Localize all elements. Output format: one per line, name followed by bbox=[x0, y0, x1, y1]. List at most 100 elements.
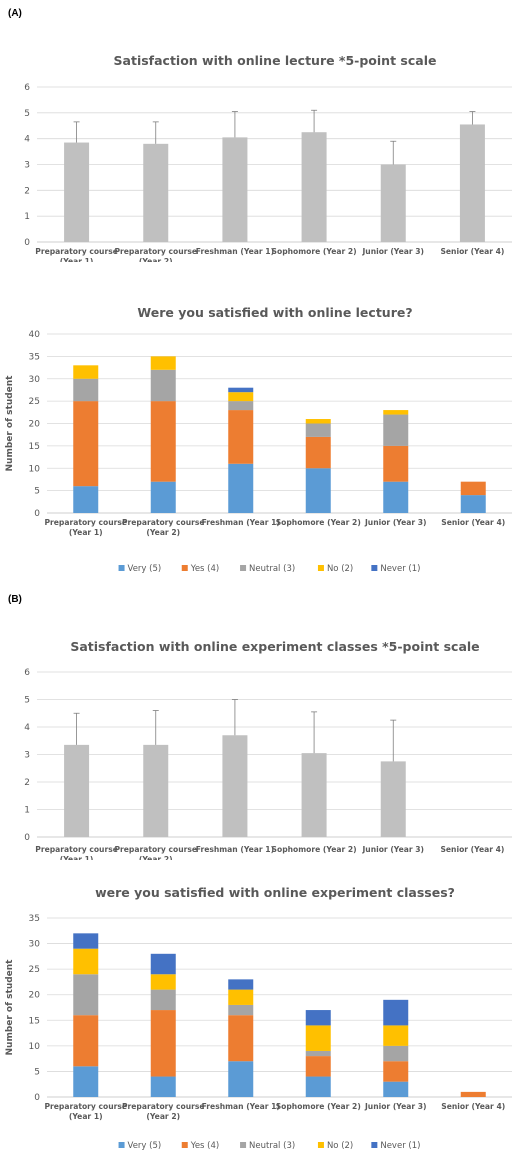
bar bbox=[380, 761, 406, 837]
bar-segment bbox=[305, 1056, 331, 1077]
x-tick-label: (Year 1) bbox=[69, 528, 103, 537]
x-tick-label: Senior (Year 4) bbox=[440, 845, 504, 854]
y-tick-label: 0 bbox=[24, 238, 30, 248]
bar-segment bbox=[383, 1081, 409, 1097]
y-tick-label: 25 bbox=[29, 965, 40, 975]
chart-lecture-mean: Satisfaction with online lecture *5-poin… bbox=[24, 53, 512, 262]
bar-segment bbox=[150, 1010, 176, 1077]
x-tick-label: (Year 2) bbox=[139, 855, 173, 860]
bar-segment bbox=[383, 414, 409, 446]
legend-label: Neutral (3) bbox=[249, 1141, 295, 1151]
y-tick-label: 6 bbox=[24, 83, 30, 93]
bar-segment bbox=[228, 410, 254, 464]
x-tick-label: Freshman (Year 1) bbox=[202, 518, 280, 527]
legend-swatch bbox=[181, 1142, 188, 1148]
bar-segment bbox=[228, 1061, 254, 1097]
bar bbox=[143, 143, 169, 242]
bar-segment bbox=[383, 1025, 409, 1046]
legend-label: Never (1) bbox=[380, 1141, 420, 1151]
x-tick-label: (Year 2) bbox=[146, 1112, 180, 1121]
bar-segment bbox=[228, 1004, 254, 1016]
bar bbox=[459, 124, 485, 242]
chart-experiment-mean: Satisfaction with online experiment clas… bbox=[24, 639, 512, 860]
bar-segment bbox=[305, 436, 331, 469]
bar-segment bbox=[460, 495, 486, 513]
y-tick-label: 6 bbox=[24, 668, 30, 678]
bar bbox=[380, 164, 406, 242]
y-tick-label: 3 bbox=[24, 751, 30, 761]
x-tick-label: (Year 2) bbox=[146, 528, 180, 537]
chart-title: Satisfaction with online experiment clas… bbox=[70, 639, 479, 654]
legend-swatch bbox=[181, 565, 188, 571]
y-tick-label: 4 bbox=[24, 723, 30, 733]
legend-swatch bbox=[371, 565, 378, 571]
panel-label-a: (A) bbox=[8, 8, 22, 19]
legend-label: Yes (4) bbox=[190, 1141, 219, 1151]
y-tick-label: 30 bbox=[29, 940, 41, 950]
x-tick-label: Preparatory course bbox=[35, 247, 118, 256]
bar bbox=[64, 744, 90, 837]
bar-segment bbox=[73, 365, 99, 379]
x-tick-label: Preparatory course bbox=[44, 1102, 127, 1111]
legend-swatch bbox=[317, 1142, 324, 1148]
x-tick-label: (Year 2) bbox=[139, 257, 173, 262]
legend-label: Yes (4) bbox=[190, 564, 219, 574]
bar-segment bbox=[305, 419, 331, 424]
bar-segment bbox=[305, 1025, 331, 1051]
x-tick-label: Senior (Year 4) bbox=[441, 1102, 505, 1111]
chart-title: Satisfaction with online lecture *5-poin… bbox=[114, 53, 437, 68]
chart-experiment-stacked: were you satisfied with online experimen… bbox=[5, 885, 512, 1151]
y-tick-label: 1 bbox=[24, 806, 30, 816]
legend-swatch bbox=[118, 565, 125, 571]
bar-segment bbox=[73, 1015, 99, 1067]
y-tick-label: 15 bbox=[29, 1016, 40, 1026]
bar-segment bbox=[305, 1050, 331, 1057]
panel-label-b: (B) bbox=[8, 594, 22, 605]
bar bbox=[222, 137, 248, 242]
legend-label: Very (5) bbox=[128, 564, 162, 574]
x-tick-label: Preparatory course bbox=[44, 518, 127, 527]
x-tick-label: Freshman (Year 1) bbox=[202, 1102, 280, 1111]
y-tick-label: 0 bbox=[34, 509, 40, 519]
bar-segment bbox=[383, 999, 409, 1026]
y-tick-label: 2 bbox=[24, 778, 30, 788]
bar-segment bbox=[383, 410, 409, 415]
x-tick-label: Junior (Year 3) bbox=[364, 1102, 427, 1111]
bar-segment bbox=[305, 468, 331, 513]
bar-segment bbox=[73, 378, 99, 402]
bar-segment bbox=[150, 481, 176, 513]
bar-segment bbox=[73, 933, 99, 949]
bar-segment bbox=[150, 974, 176, 990]
bar bbox=[301, 132, 327, 242]
bar-segment bbox=[150, 989, 176, 1011]
bar-segment bbox=[150, 356, 176, 370]
legend-label: No (2) bbox=[327, 564, 353, 574]
y-axis-label: Number of student bbox=[5, 375, 15, 472]
bar-segment bbox=[150, 1076, 176, 1097]
x-tick-label: (Year 1) bbox=[69, 1112, 103, 1121]
y-tick-label: 20 bbox=[29, 420, 41, 430]
y-tick-label: 15 bbox=[29, 442, 40, 452]
bar-segment bbox=[383, 445, 409, 482]
x-tick-label: Preparatory course bbox=[122, 1102, 205, 1111]
bar-segment bbox=[383, 481, 409, 513]
y-tick-label: 10 bbox=[29, 464, 41, 474]
bar bbox=[222, 735, 248, 837]
bar-segment bbox=[460, 481, 486, 496]
x-tick-label: Senior (Year 4) bbox=[440, 247, 504, 256]
x-tick-label: Sophomore (Year 2) bbox=[276, 518, 361, 527]
y-tick-label: 3 bbox=[24, 161, 30, 171]
chart-lecture-stacked: Were you satisfied with online lecture? 0… bbox=[5, 305, 512, 574]
y-tick-label: 5 bbox=[24, 696, 30, 706]
x-tick-label: Sophomore (Year 2) bbox=[272, 845, 357, 854]
legend-label: Neutral (3) bbox=[249, 564, 295, 574]
chart-title: Were you satisfied with online lecture? bbox=[137, 305, 412, 320]
bar-segment bbox=[150, 401, 176, 482]
y-tick-label: 20 bbox=[29, 991, 41, 1001]
y-tick-label: 35 bbox=[29, 352, 40, 362]
legend-swatch bbox=[118, 1142, 125, 1148]
y-tick-label: 0 bbox=[24, 833, 30, 843]
bar-segment bbox=[228, 989, 254, 1005]
bar-segment bbox=[228, 392, 254, 402]
